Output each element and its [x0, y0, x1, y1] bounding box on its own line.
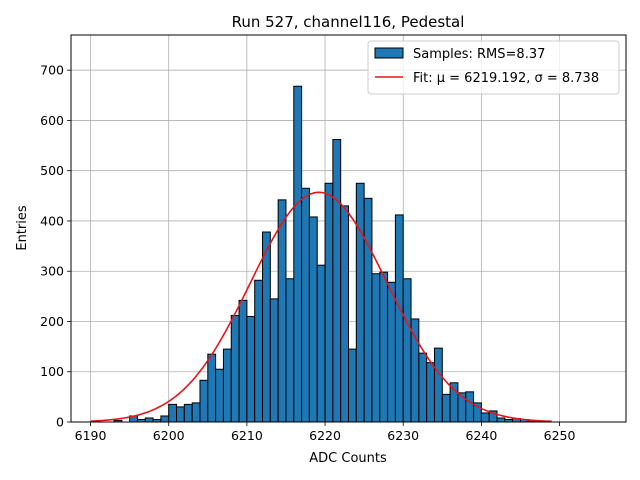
x-tick-label: 6230 [387, 428, 419, 443]
x-axis-label: ADC Counts [309, 451, 387, 466]
histogram-bar [316, 264, 326, 423]
histogram-bar [418, 352, 428, 423]
histogram-bar [262, 231, 271, 423]
legend-label-samples: Samples: RMS=8.37 [413, 47, 545, 62]
histogram-bar [363, 197, 373, 423]
histogram-bar [433, 347, 443, 423]
histogram-bar [269, 298, 279, 423]
histogram-bar [308, 216, 318, 423]
histogram-bar [410, 318, 420, 423]
histogram-bar [238, 299, 248, 423]
x-tick-label: 6210 [231, 428, 263, 443]
y-axis-ticks: 0 100 200 300 400 500 600 700 [40, 63, 71, 430]
histogram-bar [246, 315, 256, 423]
y-tick-label: 400 [40, 213, 64, 228]
histogram-bar [183, 403, 193, 423]
x-tick-label: 6220 [309, 428, 341, 443]
fit-curve [90, 191, 552, 423]
legend-label-fit: Fit: μ = 6219.192, σ = 8.738 [413, 71, 599, 86]
fit-curve-group [90, 191, 552, 423]
histogram-bar [480, 412, 490, 423]
histogram-bar [230, 314, 240, 423]
x-tick-label: 6240 [465, 428, 497, 443]
histogram-bar [222, 348, 232, 423]
histogram-bar [387, 281, 396, 423]
histogram-bar [160, 415, 170, 423]
legend-swatch-samples [374, 47, 404, 59]
histogram-bar [371, 273, 381, 423]
y-tick-label: 700 [40, 63, 64, 78]
histogram-bar [340, 205, 350, 423]
y-tick-label: 600 [40, 113, 64, 128]
histogram-bar [426, 362, 435, 423]
histogram-bar [168, 403, 178, 423]
y-tick-label: 500 [40, 163, 64, 178]
x-tick-label: 6200 [153, 428, 185, 443]
histogram-bar [465, 391, 475, 423]
histogram-bar [441, 393, 451, 423]
histogram-bar [144, 417, 154, 423]
histogram-bar [254, 279, 264, 423]
y-axis-label: Entries [15, 205, 30, 251]
histogram-bar [285, 278, 295, 423]
histogram-bar [379, 271, 389, 423]
histogram-bar [176, 406, 185, 423]
histogram-bar [215, 368, 224, 423]
y-tick-label: 200 [40, 314, 64, 329]
y-tick-label: 0 [56, 415, 64, 430]
y-tick-label: 100 [40, 364, 64, 379]
chart-title: Run 527, channel116, Pedestal [232, 13, 465, 31]
histogram-bar [496, 417, 506, 423]
histogram-bars [113, 85, 537, 423]
y-tick-label: 300 [40, 264, 64, 279]
histogram-bar [293, 85, 303, 423]
histogram-bar [355, 182, 365, 423]
x-tick-label: 6190 [75, 428, 107, 443]
histogram-bar [199, 379, 209, 423]
histogram-bar [348, 348, 357, 423]
histogram-bar [207, 353, 217, 423]
x-tick-label: 6250 [544, 428, 576, 443]
histogram-bar [402, 278, 412, 423]
x-axis-ticks: 6190 6200 6210 6220 6230 6240 6250 [75, 422, 576, 443]
plot-frame [70, 34, 627, 423]
histogram-bar [324, 182, 334, 423]
legend-box [367, 40, 620, 95]
histogram-bar [394, 214, 404, 423]
legend: Samples: RMS=8.37 Fit: μ = 6219.192, σ =… [367, 40, 620, 95]
histogram-bar [332, 139, 342, 423]
histogram-bar [277, 199, 287, 423]
histogram-bar [301, 187, 310, 423]
histogram-bar [191, 402, 201, 423]
